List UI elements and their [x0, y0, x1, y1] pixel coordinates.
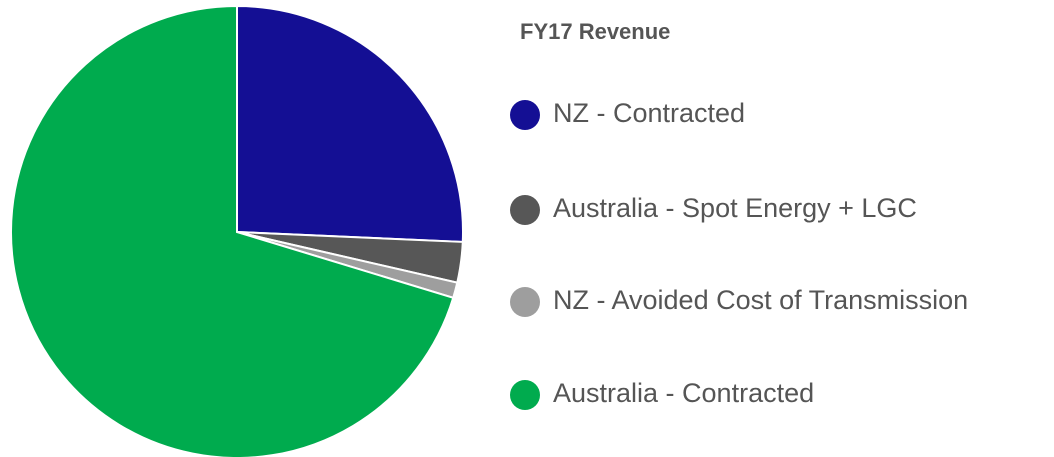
chart-title: FY17 Revenue: [520, 19, 670, 44]
legend-swatch: [510, 287, 540, 317]
legend-label: Australia - Contracted: [553, 378, 814, 408]
pie-slice: [10, 4, 455, 457]
pie-slice: [236, 4, 464, 243]
legend-swatch: [510, 100, 540, 130]
legend-label: NZ - Contracted: [553, 98, 745, 128]
legend-swatch: [510, 380, 540, 410]
legend-swatch: [510, 195, 540, 225]
legend-label: Australia - Spot Energy + LGC: [553, 193, 917, 223]
legend-label: NZ - Avoided Cost of Transmission: [553, 285, 968, 315]
